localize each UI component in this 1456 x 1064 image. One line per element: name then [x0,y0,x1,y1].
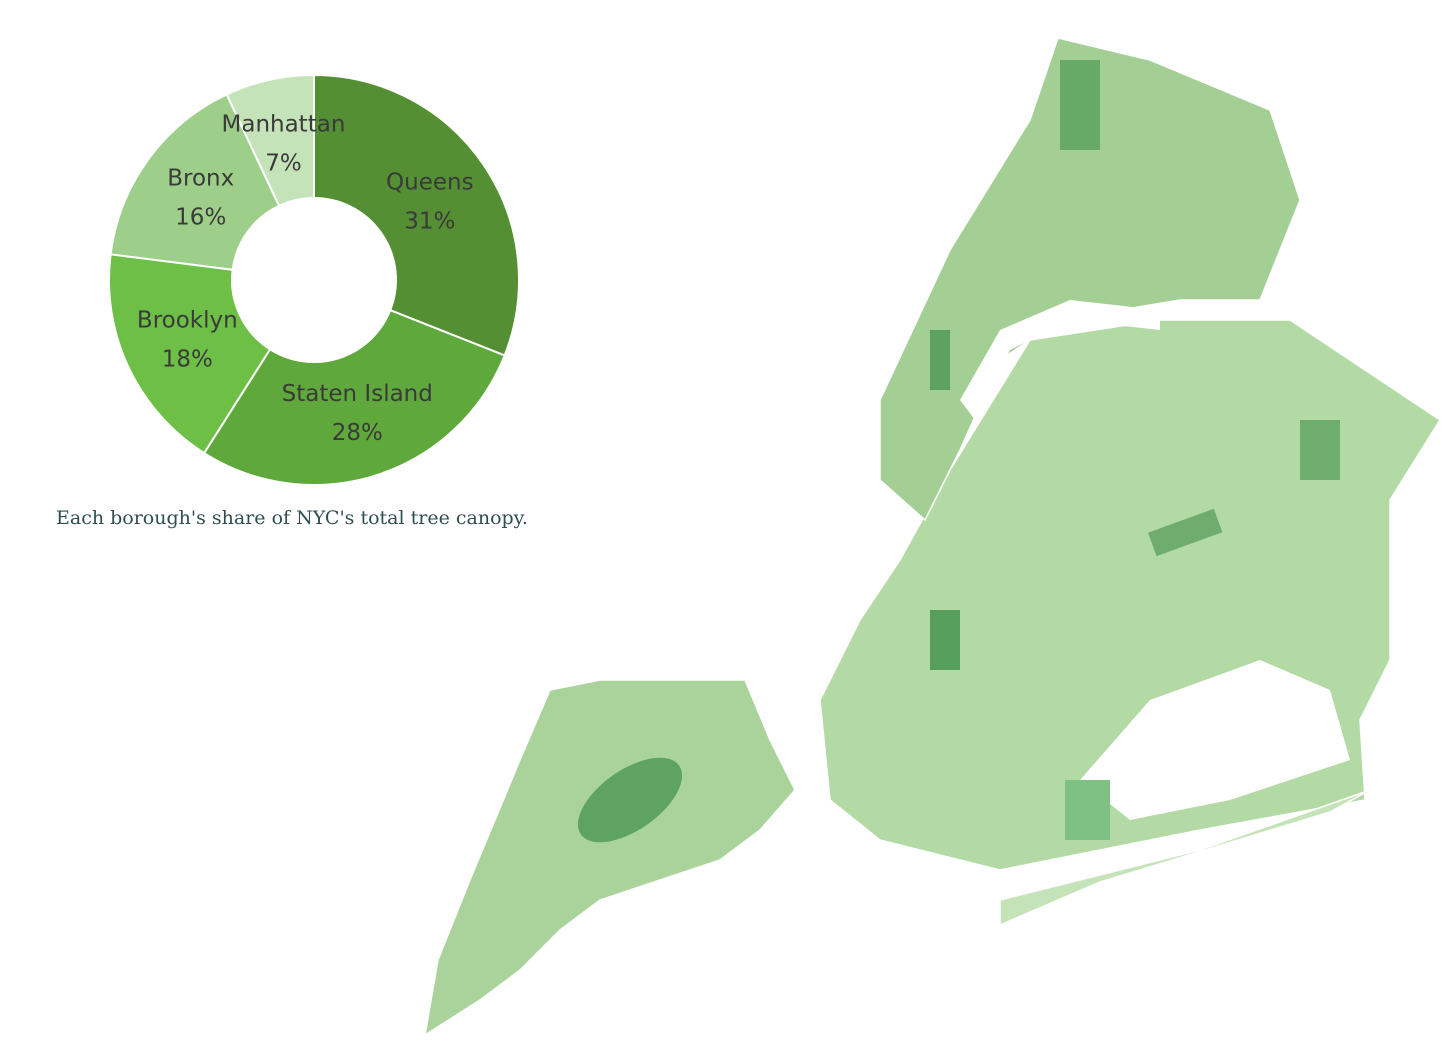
park [1148,508,1223,557]
value-label: 7% [265,150,302,176]
park [930,330,950,390]
jamaica-bay [1080,660,1350,820]
park [1065,780,1110,840]
rockaway [999,789,1371,927]
value-label: 28% [332,420,383,446]
slice-label: Brooklyn 18% [137,308,238,373]
park [930,610,960,670]
value-label: 18% [162,347,213,373]
category-label: Queens [386,169,474,195]
slice-label: Bronx 16% [167,166,234,231]
slice [225,73,315,208]
value-label: 31% [404,208,455,234]
park [1060,60,1100,150]
staten-island [423,679,796,1037]
east-river [960,300,1160,420]
donut-chart: Queens 31% Staten Island 28% Brooklyn 18% Bron… [108,73,520,486]
category-label: Brooklyn [137,308,238,334]
slice-label: Queens 31% [386,169,474,234]
value-label: 16% [175,205,226,231]
greenbelt [577,757,683,843]
slice [313,73,520,357]
slice-label: Manhattan 7% [222,111,346,176]
slice [108,253,272,455]
slice-label: Staten Island 28% [282,381,433,446]
category-label: Manhattan [222,111,346,137]
category-label: Staten Island [282,381,433,407]
category-label: Bronx [167,166,234,192]
slice [109,93,281,271]
caption: Each borough's share of NYC's total tree… [56,507,528,529]
map [423,37,1442,1037]
slice [202,308,506,486]
park [1300,420,1340,480]
manhattan-bronx [879,37,1301,522]
